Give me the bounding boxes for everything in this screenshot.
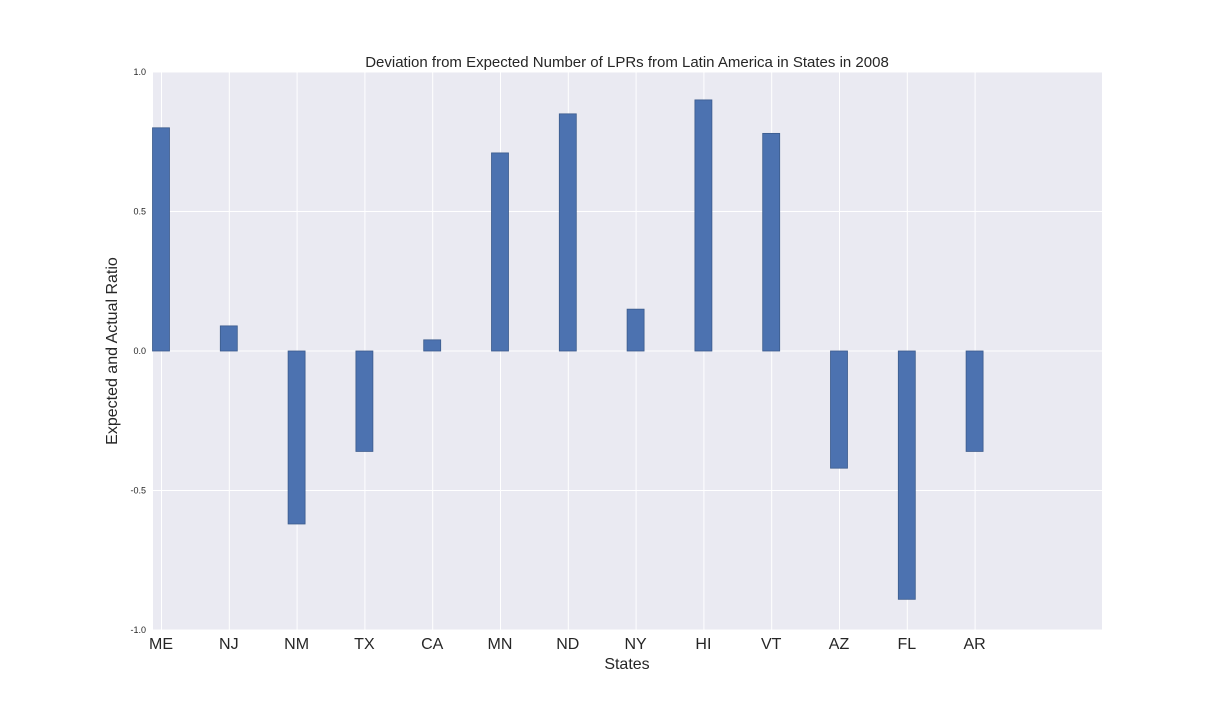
- x-tick-label: NJ: [219, 636, 239, 653]
- x-tick-label: MN: [488, 636, 513, 653]
- x-tick-label: TX: [354, 636, 375, 653]
- y-tick-label: -1.0: [130, 625, 146, 635]
- x-tick-label: FL: [897, 636, 916, 653]
- x-tick-label: CA: [421, 636, 444, 653]
- x-tick-label: NM: [284, 636, 309, 653]
- x-tick-label: ME: [149, 636, 173, 653]
- bar-mn: [491, 152, 509, 352]
- y-tick-label: 0.5: [133, 207, 146, 217]
- bar-fl: [897, 350, 916, 600]
- y-tick-label: 1.0: [133, 67, 146, 77]
- bar-nd: [558, 113, 577, 352]
- bar-ar: [965, 350, 984, 452]
- x-tick-label: AZ: [829, 636, 850, 653]
- bars: [152, 99, 984, 600]
- bar-tx: [355, 350, 374, 452]
- x-tick-labels: ME NJ NM TX CA MN ND NY HI VT AZ FL AR: [149, 636, 986, 653]
- y-tick-label: 0.0: [133, 346, 146, 356]
- bar-az: [830, 350, 848, 469]
- x-tick-label: HI: [695, 636, 711, 653]
- x-tick-label: ND: [556, 636, 579, 653]
- bar-ny: [626, 308, 645, 352]
- bar-nm: [287, 350, 306, 525]
- bar-nj: [219, 325, 238, 352]
- x-tick-label: NY: [624, 636, 647, 653]
- y-axis-label: Expected and Actual Ratio: [104, 257, 121, 445]
- bar-hi: [694, 99, 713, 352]
- x-tick-label: AR: [963, 636, 985, 653]
- bar-vt: [762, 132, 781, 352]
- y-tick-labels: -1.0 -0.5 0.0 0.5 1.0: [130, 67, 146, 635]
- y-tick-label: -0.5: [130, 486, 146, 496]
- chart-title: Deviation from Expected Number of LPRs f…: [365, 54, 889, 71]
- bar-ca: [423, 339, 442, 352]
- bar-me: [152, 127, 170, 352]
- x-axis-label: States: [604, 656, 649, 673]
- x-tick-label: VT: [761, 636, 782, 653]
